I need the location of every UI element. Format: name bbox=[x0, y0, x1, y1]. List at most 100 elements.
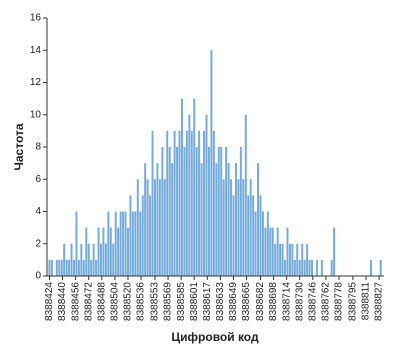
y-tick-label: 0 bbox=[35, 271, 41, 282]
bar bbox=[227, 163, 230, 276]
bar bbox=[63, 243, 66, 276]
bar bbox=[254, 211, 257, 276]
bar bbox=[279, 243, 282, 276]
bar bbox=[311, 259, 314, 276]
bar bbox=[261, 211, 264, 276]
x-tick-label: 8388795 bbox=[348, 282, 359, 321]
bar bbox=[109, 227, 112, 276]
bar bbox=[230, 179, 233, 276]
bar bbox=[205, 114, 208, 276]
bar bbox=[136, 179, 139, 276]
bar bbox=[298, 259, 301, 276]
x-tick-label: 8388553 bbox=[150, 282, 161, 321]
bar bbox=[75, 211, 78, 276]
bar bbox=[183, 147, 186, 276]
bar bbox=[141, 195, 144, 276]
bar bbox=[220, 147, 223, 276]
bar bbox=[178, 130, 181, 276]
bar bbox=[55, 259, 58, 276]
bar bbox=[259, 195, 262, 276]
x-tick-label: 8388440 bbox=[57, 282, 68, 321]
bar bbox=[293, 259, 296, 276]
bar bbox=[286, 227, 289, 276]
bar bbox=[146, 179, 149, 276]
bar bbox=[274, 243, 277, 276]
bar bbox=[77, 259, 80, 276]
bar bbox=[90, 259, 93, 276]
x-tick-label: 8388714 bbox=[281, 282, 292, 321]
bar bbox=[166, 130, 169, 276]
bar bbox=[257, 163, 260, 276]
x-tick-label: 8388698 bbox=[268, 282, 279, 321]
bar bbox=[369, 259, 372, 276]
x-tick-label: 8388633 bbox=[215, 282, 226, 321]
bar bbox=[188, 114, 191, 276]
bar bbox=[291, 243, 294, 276]
y-tick-label: 4 bbox=[35, 206, 41, 217]
bar bbox=[281, 243, 284, 276]
bar bbox=[129, 195, 132, 276]
bar bbox=[185, 130, 188, 276]
bar bbox=[60, 259, 63, 276]
bar bbox=[144, 163, 147, 276]
y-axis-title: Частота bbox=[12, 123, 26, 170]
bar bbox=[100, 243, 102, 276]
bar bbox=[48, 259, 51, 276]
bar bbox=[161, 147, 164, 276]
bar bbox=[149, 195, 152, 276]
bar bbox=[126, 227, 129, 276]
bar bbox=[288, 243, 291, 276]
x-tick-label: 8388456 bbox=[70, 282, 81, 321]
y-tick-label: 10 bbox=[30, 109, 42, 120]
bar bbox=[225, 147, 228, 276]
x-axis-title: Цифровой код bbox=[171, 330, 259, 344]
bar bbox=[320, 259, 323, 276]
bar bbox=[176, 147, 179, 276]
bar bbox=[190, 130, 193, 276]
bar bbox=[210, 50, 213, 276]
bar bbox=[92, 243, 95, 276]
bar bbox=[85, 227, 88, 276]
bar bbox=[232, 195, 235, 276]
bar bbox=[112, 243, 115, 276]
x-tick-label: 8388585 bbox=[176, 282, 187, 321]
bar bbox=[244, 114, 247, 276]
bar bbox=[269, 227, 272, 276]
bar bbox=[315, 259, 318, 276]
bar bbox=[122, 211, 125, 276]
bar bbox=[308, 259, 311, 276]
bar bbox=[68, 259, 71, 276]
x-tick-label: 8388601 bbox=[189, 282, 200, 321]
bar bbox=[82, 259, 85, 276]
bar bbox=[247, 195, 250, 276]
bar bbox=[153, 179, 156, 276]
bar bbox=[306, 243, 309, 276]
x-tick-label: 8388504 bbox=[110, 282, 121, 321]
bar bbox=[239, 147, 242, 276]
bar bbox=[73, 259, 75, 276]
x-tick-label: 8388569 bbox=[163, 282, 174, 321]
bar bbox=[237, 179, 240, 276]
y-tick-label: 12 bbox=[30, 77, 42, 88]
bar bbox=[124, 211, 127, 276]
bar bbox=[50, 259, 53, 276]
bar bbox=[156, 163, 159, 276]
x-tick-label: 8388778 bbox=[334, 282, 345, 321]
bar bbox=[207, 147, 210, 276]
bar bbox=[242, 179, 245, 276]
bar bbox=[264, 227, 267, 276]
bar bbox=[58, 259, 61, 276]
bar bbox=[271, 227, 274, 276]
bar bbox=[301, 243, 304, 276]
bar bbox=[252, 195, 255, 276]
bar bbox=[95, 259, 98, 276]
x-tick-label: 8388811 bbox=[361, 282, 372, 321]
bar bbox=[217, 147, 220, 276]
bar bbox=[158, 179, 161, 276]
bar bbox=[193, 98, 196, 276]
bar bbox=[114, 211, 117, 276]
bar bbox=[222, 179, 225, 276]
x-tick-label: 8388520 bbox=[123, 282, 134, 321]
bar bbox=[276, 227, 279, 276]
bar bbox=[212, 130, 215, 276]
